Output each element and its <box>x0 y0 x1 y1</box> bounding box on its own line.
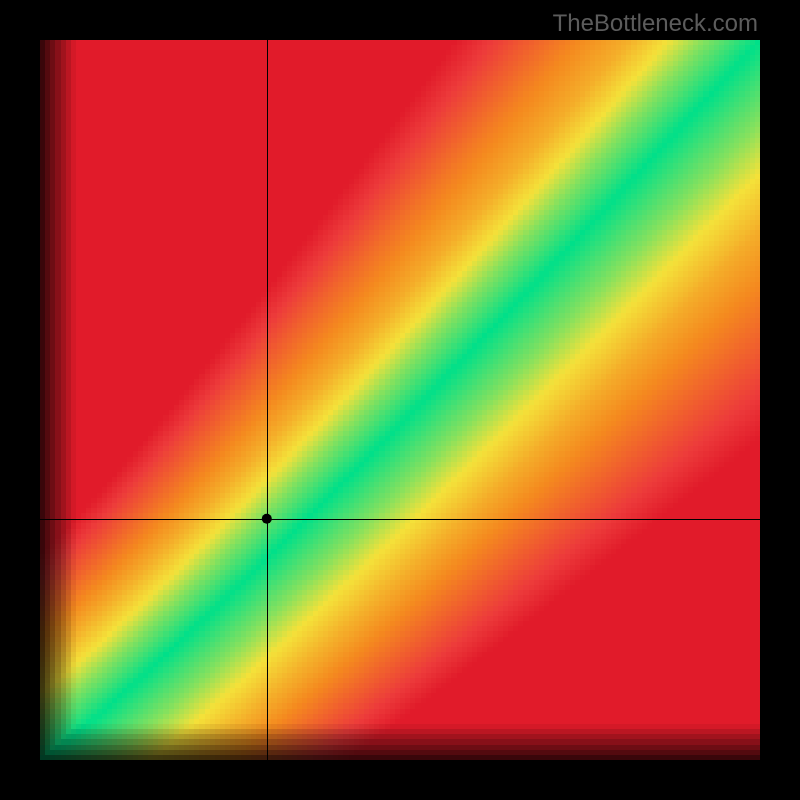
bottleneck-heatmap <box>40 40 760 760</box>
watermark-text: TheBottleneck.com <box>553 10 758 38</box>
